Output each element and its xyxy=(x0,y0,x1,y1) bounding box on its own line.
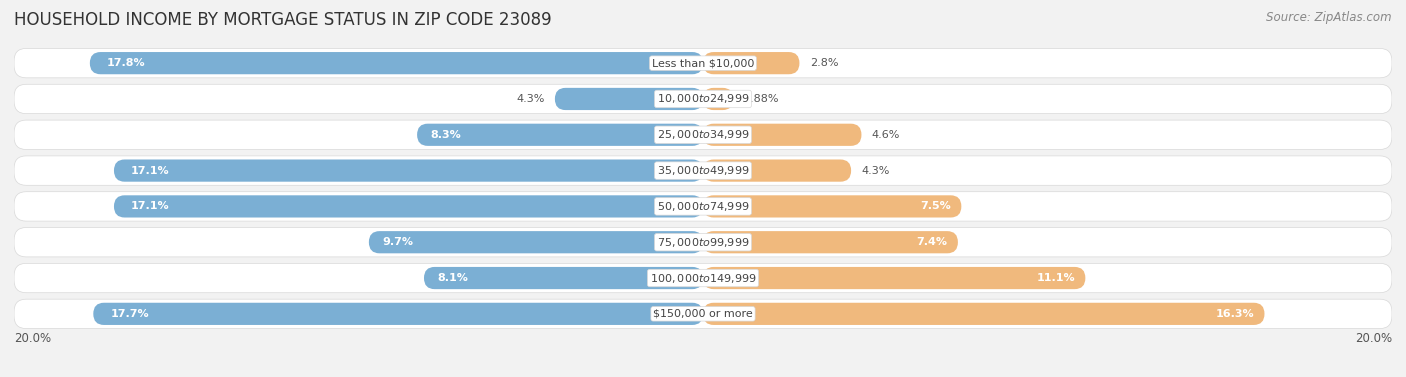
FancyBboxPatch shape xyxy=(14,120,1392,149)
Text: $10,000 to $24,999: $10,000 to $24,999 xyxy=(657,92,749,106)
FancyBboxPatch shape xyxy=(703,159,851,182)
FancyBboxPatch shape xyxy=(703,195,962,218)
FancyBboxPatch shape xyxy=(14,228,1392,257)
FancyBboxPatch shape xyxy=(114,159,703,182)
FancyBboxPatch shape xyxy=(14,264,1392,293)
FancyBboxPatch shape xyxy=(14,192,1392,221)
FancyBboxPatch shape xyxy=(703,52,800,74)
FancyBboxPatch shape xyxy=(703,267,1085,289)
Text: $150,000 or more: $150,000 or more xyxy=(654,309,752,319)
Text: 20.0%: 20.0% xyxy=(14,332,51,345)
Text: 9.7%: 9.7% xyxy=(382,237,413,247)
Text: 17.1%: 17.1% xyxy=(131,166,170,176)
FancyBboxPatch shape xyxy=(418,124,703,146)
Text: 17.7%: 17.7% xyxy=(111,309,149,319)
FancyBboxPatch shape xyxy=(14,84,1392,113)
Text: 16.3%: 16.3% xyxy=(1216,309,1254,319)
FancyBboxPatch shape xyxy=(703,88,734,110)
Text: 11.1%: 11.1% xyxy=(1036,273,1076,283)
Text: Less than $10,000: Less than $10,000 xyxy=(652,58,754,68)
Text: $50,000 to $74,999: $50,000 to $74,999 xyxy=(657,200,749,213)
FancyBboxPatch shape xyxy=(114,195,703,218)
FancyBboxPatch shape xyxy=(93,303,703,325)
FancyBboxPatch shape xyxy=(14,49,1392,78)
Text: $75,000 to $99,999: $75,000 to $99,999 xyxy=(657,236,749,249)
Text: $35,000 to $49,999: $35,000 to $49,999 xyxy=(657,164,749,177)
Text: 2.8%: 2.8% xyxy=(810,58,838,68)
Text: HOUSEHOLD INCOME BY MORTGAGE STATUS IN ZIP CODE 23089: HOUSEHOLD INCOME BY MORTGAGE STATUS IN Z… xyxy=(14,11,551,29)
Text: 4.6%: 4.6% xyxy=(872,130,900,140)
Text: $25,000 to $34,999: $25,000 to $34,999 xyxy=(657,128,749,141)
FancyBboxPatch shape xyxy=(703,231,957,253)
FancyBboxPatch shape xyxy=(703,124,862,146)
FancyBboxPatch shape xyxy=(14,299,1392,328)
Text: 8.1%: 8.1% xyxy=(437,273,468,283)
Text: 7.4%: 7.4% xyxy=(917,237,948,247)
FancyBboxPatch shape xyxy=(90,52,703,74)
Text: 0.88%: 0.88% xyxy=(744,94,779,104)
FancyBboxPatch shape xyxy=(555,88,703,110)
Text: 4.3%: 4.3% xyxy=(516,94,544,104)
Text: 4.3%: 4.3% xyxy=(862,166,890,176)
Text: Source: ZipAtlas.com: Source: ZipAtlas.com xyxy=(1267,11,1392,24)
FancyBboxPatch shape xyxy=(703,303,1264,325)
Text: $100,000 to $149,999: $100,000 to $149,999 xyxy=(650,271,756,285)
Text: 8.3%: 8.3% xyxy=(430,130,461,140)
Text: 20.0%: 20.0% xyxy=(1355,332,1392,345)
FancyBboxPatch shape xyxy=(368,231,703,253)
Text: 17.1%: 17.1% xyxy=(131,201,170,211)
FancyBboxPatch shape xyxy=(425,267,703,289)
Text: 7.5%: 7.5% xyxy=(921,201,950,211)
Text: 17.8%: 17.8% xyxy=(107,58,146,68)
FancyBboxPatch shape xyxy=(14,156,1392,185)
